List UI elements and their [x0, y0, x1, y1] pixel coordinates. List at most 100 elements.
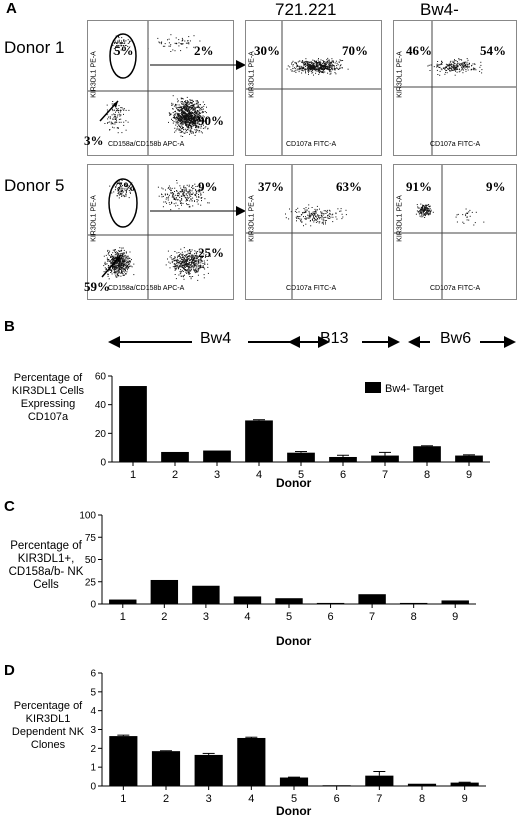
- bar: [203, 450, 231, 462]
- event-dot: [448, 63, 450, 65]
- bar: [109, 736, 138, 786]
- event-dot: [456, 64, 458, 66]
- event-dot: [196, 201, 198, 203]
- event-dot: [304, 68, 306, 70]
- event-dot: [453, 61, 455, 63]
- event-dot: [176, 114, 178, 116]
- event-dot: [191, 112, 193, 114]
- chart-b-ylabel: Percentage of KIR3DL1 Cells Expressing C…: [11, 372, 85, 423]
- event-dot: [321, 211, 323, 213]
- event-dot: [325, 68, 327, 70]
- event-dot: [170, 51, 172, 52]
- event-dot: [444, 68, 446, 70]
- event-dot: [462, 214, 464, 216]
- event-dot: [169, 114, 171, 116]
- gate-arrow-row2: [150, 206, 246, 216]
- event-dot: [298, 65, 300, 67]
- event-dot: [115, 271, 117, 273]
- event-dot: [189, 265, 191, 267]
- event-dot: [169, 262, 171, 264]
- event-dot: [128, 42, 130, 44]
- event-dot: [175, 120, 177, 122]
- event-dot: [186, 114, 188, 116]
- event-dot: [188, 115, 189, 117]
- event-dot: [307, 68, 309, 69]
- event-dot: [468, 64, 470, 65]
- event-dot: [126, 256, 128, 258]
- event-dot: [296, 215, 298, 217]
- event-dot: [176, 117, 178, 119]
- event-dot: [312, 213, 314, 215]
- event-dot: [426, 207, 428, 209]
- event-dot: [113, 118, 115, 120]
- event-dot: [335, 216, 337, 218]
- event-dot: [186, 126, 188, 128]
- gating-xlabel: CD158a/CD158b APC-A: [108, 141, 185, 148]
- event-dot: [186, 106, 188, 108]
- event-dot: [199, 191, 201, 193]
- x-tick-label: 2: [172, 469, 178, 481]
- event-dot: [115, 121, 117, 123]
- event-dot: [186, 117, 188, 119]
- event-dot: [184, 121, 186, 123]
- event-dot: [313, 63, 314, 65]
- event-dot: [201, 266, 203, 268]
- event-dot: [122, 189, 123, 191]
- facs-target-721-donor5-svg: [246, 165, 381, 299]
- event-dot: [188, 125, 190, 127]
- event-dot: [323, 61, 325, 63]
- event-dot: [464, 63, 466, 65]
- event-dot: [301, 221, 303, 223]
- event-dot: [318, 218, 320, 220]
- event-dot: [122, 258, 124, 260]
- event-dot: [177, 108, 179, 110]
- event-dot: [190, 195, 192, 197]
- event-dot: [174, 42, 176, 44]
- event-dot: [119, 109, 121, 111]
- event-dot: [183, 278, 185, 280]
- event-dot: [334, 62, 336, 64]
- event-dot: [129, 263, 131, 265]
- event-dot: [325, 66, 327, 68]
- event-dot: [194, 272, 196, 274]
- event-dot: [187, 106, 189, 108]
- x-tick-label: 2: [161, 611, 167, 623]
- event-dot: [197, 203, 199, 205]
- event-dot: [120, 258, 122, 259]
- event-dot: [468, 66, 470, 68]
- event-dot: [483, 221, 485, 223]
- event-dot: [186, 105, 187, 107]
- event-dot: [194, 268, 196, 270]
- event-dot: [165, 189, 166, 191]
- event-dot: [202, 263, 204, 264]
- x-tick-label: 8: [411, 611, 417, 623]
- event-dot: [445, 71, 447, 73]
- event-dot: [294, 210, 296, 212]
- event-dot: [204, 256, 206, 258]
- event-dot: [305, 65, 306, 67]
- event-dot: [108, 252, 110, 254]
- event-dot: [325, 220, 327, 221]
- event-dot: [171, 196, 173, 198]
- event-dot: [194, 183, 196, 185]
- event-dot: [177, 114, 179, 116]
- event-dot: [337, 64, 339, 66]
- event-dot: [182, 131, 184, 133]
- event-dot: [428, 64, 430, 66]
- event-dot: [191, 122, 193, 124]
- event-dot: [465, 64, 467, 66]
- event-dot: [171, 201, 173, 203]
- event-dot: [114, 262, 116, 264]
- event-dot: [193, 103, 195, 105]
- target-right-pct: 63%: [336, 179, 362, 194]
- event-dot: [451, 66, 452, 68]
- event-dot: [194, 115, 196, 117]
- event-dot: [194, 125, 196, 126]
- event-dot: [127, 266, 129, 268]
- event-dot: [172, 95, 174, 97]
- event-dot: [292, 64, 294, 65]
- event-dot: [118, 39, 120, 41]
- event-dot: [323, 60, 324, 62]
- event-dot: [190, 107, 192, 109]
- event-dot: [185, 188, 187, 190]
